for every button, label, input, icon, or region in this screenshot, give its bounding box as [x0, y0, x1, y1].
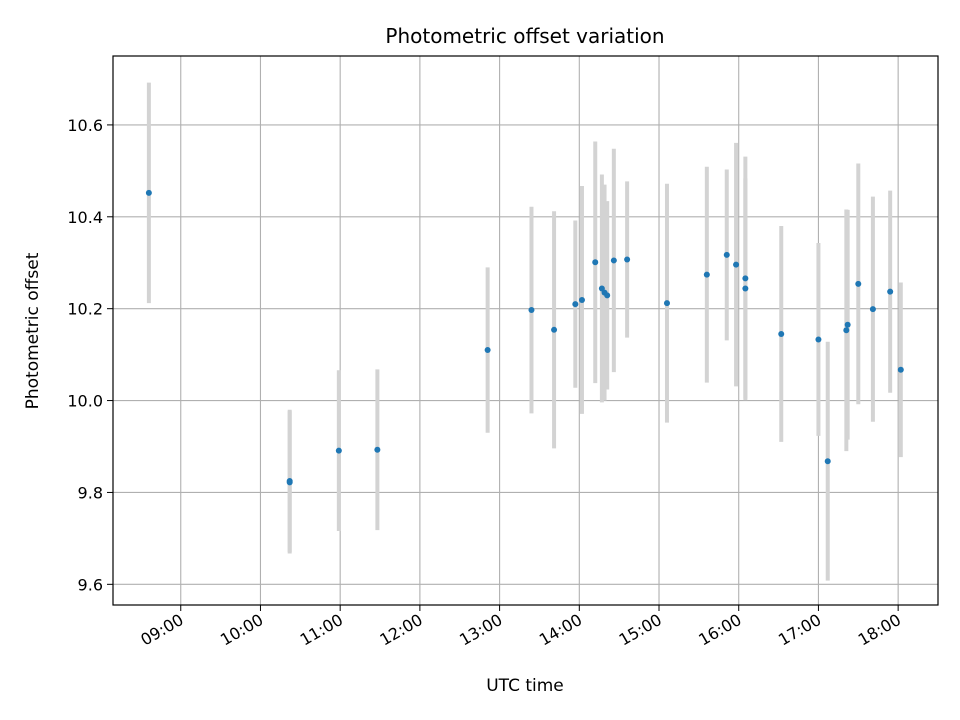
data-point — [742, 275, 749, 282]
data-point — [374, 446, 381, 453]
data-point — [869, 306, 876, 313]
data-point — [723, 251, 730, 258]
y-tick-label: 10.0 — [67, 392, 103, 411]
data-point — [528, 307, 535, 314]
data-point — [742, 285, 749, 292]
y-tick-label: 10.4 — [67, 208, 103, 227]
data-point — [286, 479, 293, 486]
data-point — [572, 301, 579, 308]
data-point — [887, 288, 894, 295]
y-tick-label: 10.6 — [67, 116, 103, 135]
data-point — [897, 366, 904, 373]
data-point — [551, 326, 558, 333]
data-point — [145, 189, 152, 196]
data-point — [855, 280, 862, 287]
data-points — [145, 189, 904, 486]
y-axis-ticks: 9.6 9.8 10.0 10.2 10.4 10.6 — [67, 116, 113, 594]
y-tick-label: 9.8 — [78, 483, 103, 502]
data-point — [703, 271, 710, 278]
data-point — [604, 292, 611, 299]
data-point — [843, 327, 850, 334]
data-point — [663, 300, 670, 307]
data-point — [335, 447, 342, 454]
y-tick-label: 10.2 — [67, 300, 103, 319]
x-axis-title: UTC time — [486, 676, 564, 696]
y-axis-title: Photometric offset — [23, 252, 43, 409]
data-point — [824, 458, 831, 465]
grid — [113, 56, 938, 605]
data-point — [844, 321, 851, 328]
chart-title: Photometric offset variation — [385, 24, 664, 48]
data-point — [592, 259, 599, 266]
plot-frame — [112, 55, 939, 606]
data-point — [578, 296, 585, 303]
data-point — [733, 261, 740, 268]
data-point — [624, 256, 631, 263]
data-point — [484, 347, 491, 354]
data-point — [778, 330, 785, 337]
data-point — [610, 257, 617, 264]
y-tick-label: 9.6 — [78, 575, 103, 594]
data-point — [815, 336, 822, 343]
